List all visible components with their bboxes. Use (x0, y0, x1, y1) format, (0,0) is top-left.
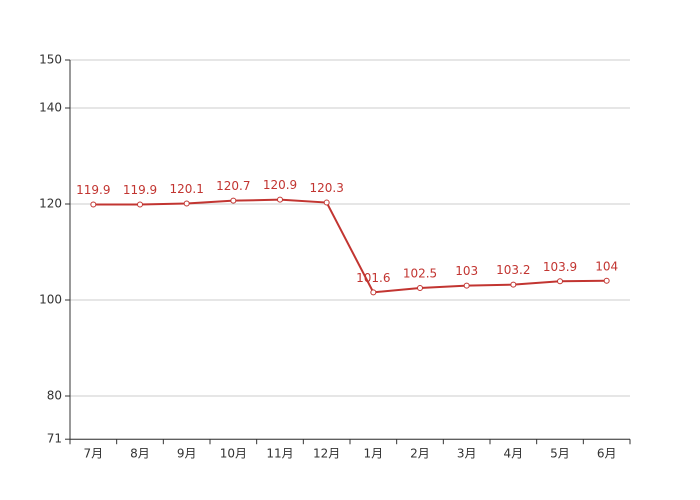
y-tick-label: 71 (47, 432, 62, 446)
data-point (417, 285, 423, 291)
data-label: 101.6 (356, 271, 390, 285)
data-label: 120.7 (216, 179, 250, 193)
y-tick-label: 150 (39, 53, 62, 67)
x-tick-label: 9月 (177, 447, 197, 461)
data-point (557, 278, 563, 285)
data-label: 103 (455, 264, 478, 278)
x-tick-label: 1月 (364, 447, 384, 461)
data-point (277, 196, 283, 203)
series-line (93, 198, 607, 294)
data-point (370, 289, 377, 296)
data-point (183, 200, 190, 207)
data-label: 119.9 (123, 183, 157, 197)
x-tick-label: 2月 (410, 447, 430, 461)
x-tick-label: 5月 (550, 447, 570, 461)
data-point (603, 277, 610, 284)
y-tick-label: 120 (39, 197, 62, 211)
x-tick-label: 4月 (504, 447, 524, 461)
y-tick-label: 100 (39, 293, 62, 307)
data-point (463, 282, 470, 289)
data-label: 103.2 (496, 263, 530, 277)
x-tick-label: 11月 (266, 447, 293, 461)
data-point (90, 201, 97, 208)
data-point (510, 281, 517, 288)
data-label: 120.1 (169, 182, 203, 196)
x-tick-label: 10月 (220, 447, 247, 461)
x-tick-label: 3月 (457, 447, 477, 461)
x-tick-label: 7月 (84, 447, 104, 461)
y-tick-label: 80 (47, 389, 62, 403)
data-point (230, 197, 237, 204)
data-label: 119.9 (76, 183, 110, 197)
x-tick-label: 12月 (313, 447, 340, 461)
data-label: 104 (595, 259, 618, 273)
data-point (323, 199, 330, 206)
x-tick-label: 6月 (597, 447, 617, 461)
data-label: 103.9 (543, 260, 577, 274)
data-label: 120.9 (263, 178, 297, 192)
data-label: 120.3 (309, 181, 343, 195)
y-tick-label: 140 (39, 101, 62, 115)
x-tick-label: 8月 (130, 447, 150, 461)
data-point (137, 201, 143, 208)
data-label: 102.5 (403, 267, 437, 281)
